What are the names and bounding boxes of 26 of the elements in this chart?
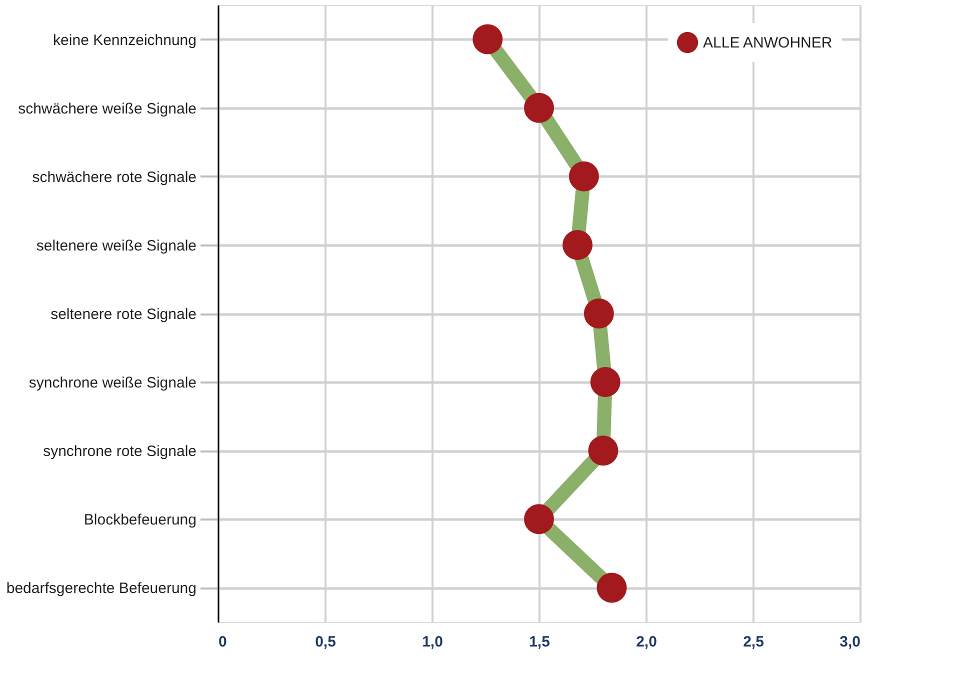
y-tick-label: keine Kennzeichnung (53, 32, 196, 49)
point (568, 161, 599, 192)
y-tick-label: synchrone rote Signale (43, 443, 196, 460)
point (562, 230, 593, 260)
point (596, 572, 627, 603)
x-tick-label: 0 (218, 634, 227, 650)
legend-label: ALLE ANWOHNER (703, 34, 832, 52)
y-tick-label: bedarfsgerechte Befeuerung (6, 580, 196, 598)
y-tick-label: seltenere weiße Signale (36, 237, 196, 254)
y-tick-label: schwächere weiße Signale (18, 100, 196, 118)
point (590, 367, 620, 398)
point (588, 436, 618, 466)
x-tick-label: 1,5 (529, 634, 550, 650)
x-tick-label: 0,5 (315, 634, 336, 650)
point (584, 298, 614, 328)
y-tick-label: Blockbefeuerung (84, 512, 196, 529)
x-tick-label: 2,0 (636, 634, 657, 650)
point (472, 24, 503, 54)
y-tick-label: seltenere rote Signale (50, 306, 196, 323)
point (524, 504, 554, 534)
x-tick-label: 2,5 (743, 634, 764, 650)
point (524, 92, 554, 123)
y-tick-label: schwächere rote Signale (32, 168, 196, 186)
y-tick-label: synchrone weiße Signale (28, 374, 196, 392)
x-tick-label: 3,0 (840, 634, 860, 650)
x-tick-label: 1,0 (422, 634, 443, 650)
